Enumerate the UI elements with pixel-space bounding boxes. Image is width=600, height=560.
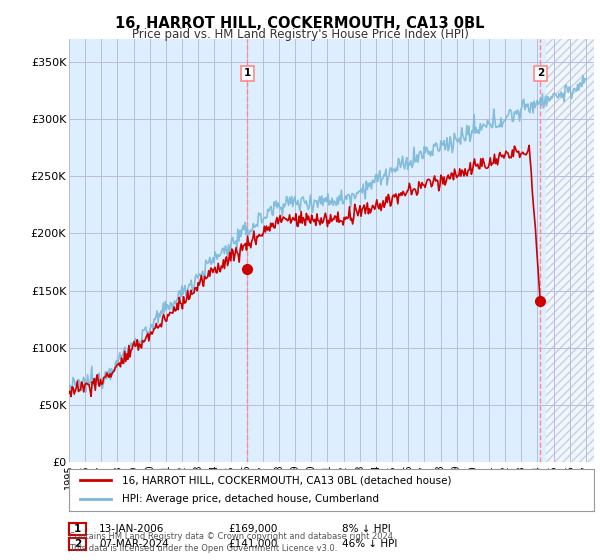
Text: 46% ↓ HPI: 46% ↓ HPI: [342, 539, 397, 549]
Text: 16, HARROT HILL, COCKERMOUTH, CA13 0BL (detached house): 16, HARROT HILL, COCKERMOUTH, CA13 0BL (…: [121, 475, 451, 485]
Text: £169,000: £169,000: [228, 524, 277, 534]
Text: 07-MAR-2024: 07-MAR-2024: [99, 539, 169, 549]
Text: 16, HARROT HILL, COCKERMOUTH, CA13 0BL: 16, HARROT HILL, COCKERMOUTH, CA13 0BL: [115, 16, 485, 31]
Text: 1: 1: [244, 68, 251, 78]
Text: Price paid vs. HM Land Registry's House Price Index (HPI): Price paid vs. HM Land Registry's House …: [131, 28, 469, 41]
Text: HPI: Average price, detached house, Cumberland: HPI: Average price, detached house, Cumb…: [121, 494, 379, 505]
Text: £141,000: £141,000: [228, 539, 277, 549]
Text: Contains HM Land Registry data © Crown copyright and database right 2024.
This d: Contains HM Land Registry data © Crown c…: [69, 532, 395, 553]
Bar: [545, 39, 594, 462]
Text: 8% ↓ HPI: 8% ↓ HPI: [342, 524, 391, 534]
Text: 13-JAN-2006: 13-JAN-2006: [99, 524, 164, 534]
Text: 2: 2: [537, 68, 544, 78]
Text: 1: 1: [74, 524, 81, 534]
Text: 2: 2: [74, 539, 81, 549]
